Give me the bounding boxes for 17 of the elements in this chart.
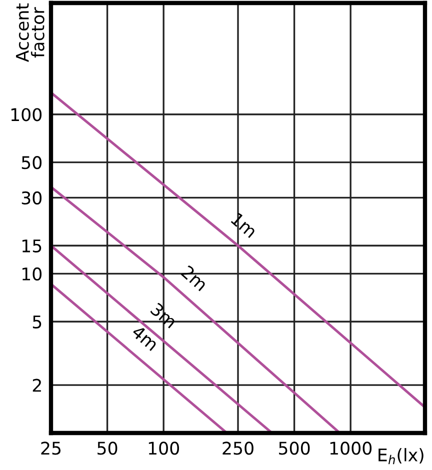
x-tick-label: 25 (41, 442, 61, 455)
x-tick-label: 500 (279, 442, 310, 455)
y-tick-label: 2 (32, 378, 41, 392)
text: 1m (230, 212, 258, 238)
x-tick-label: 50 (98, 442, 118, 455)
y-tick-label: 100 (11, 108, 42, 122)
x-axis-title: E$_{h}$(lx) (378, 448, 424, 464)
y-tick-label: 5 (32, 316, 42, 328)
y-tick-label: 10 (22, 267, 42, 281)
x-tick-label: 1000 (330, 442, 372, 455)
y-tick-label: 30 (22, 191, 42, 205)
y-axis-title: Accent factor (16, 3, 44, 62)
x-tick-label: 100 (148, 442, 179, 455)
y-tick-label: 15 (22, 240, 42, 252)
x-tick-label: 250 (222, 442, 254, 455)
y-tick-label: 50 (22, 156, 42, 170)
text: 2m (180, 264, 208, 292)
